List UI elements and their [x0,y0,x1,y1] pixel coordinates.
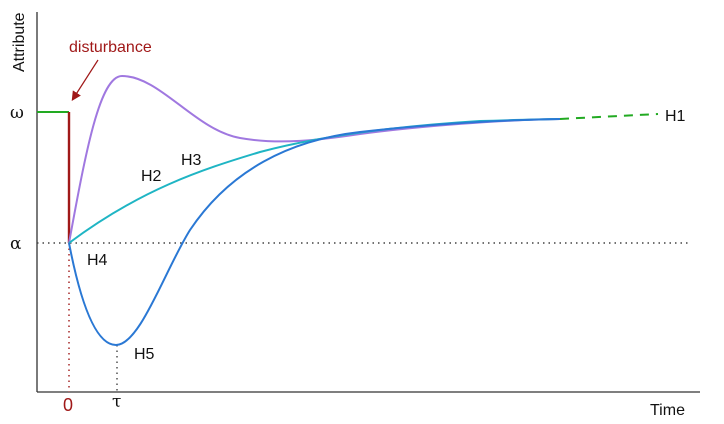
tau-label: τ [112,392,121,412]
trajectory-undershoot [68,118,561,347]
curve-label-h3: H3 [181,152,202,169]
time-zero-label: 0 [63,395,73,415]
disturbance-label: disturbance [69,39,152,56]
curve-label-h2: H2 [141,168,162,185]
y-axis-label: Attribute [11,12,28,72]
trajectory-continuation [559,113,659,120]
disturbance-arrow [71,59,99,102]
curve-label-h5: H5 [134,346,155,363]
curve-label-h1: H1 [665,108,686,125]
x-axis-label: Time [650,402,685,419]
curve-label-h4: H4 [87,252,108,269]
omega-symbol: ω [10,103,24,123]
trajectory-overshoot [68,74,561,244]
alpha-symbol: α [10,234,22,254]
